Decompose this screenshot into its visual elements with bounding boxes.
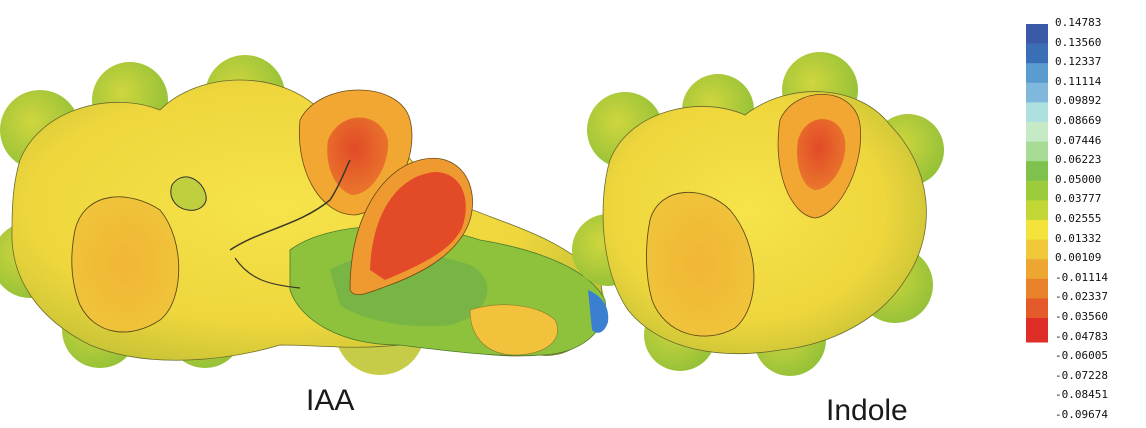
colorbar-segment xyxy=(1026,122,1048,147)
colorbar-tick-label: 0.14783 xyxy=(1055,16,1102,29)
colorbar-tick-label: 0.13560 xyxy=(1055,35,1102,49)
colorbar-tick-label: -0.03560 xyxy=(1055,310,1108,323)
colorbar-segment xyxy=(1026,318,1048,343)
colorbar-tick-label: 0.11114 xyxy=(1055,74,1102,88)
colorbar-segment xyxy=(1026,259,1048,284)
colorbar-tick-label: 0.02555 xyxy=(1055,212,1102,225)
colorbar-segment xyxy=(1026,63,1048,88)
colorbar-segment xyxy=(1026,180,1048,206)
colorbar-tick-label: 0.01332 xyxy=(1055,231,1102,245)
colorbar-tick-label: -0.07228 xyxy=(1055,368,1108,382)
iaa-label: IAA xyxy=(306,384,355,417)
colorbar-segment xyxy=(1026,43,1048,69)
indole-label: Indole xyxy=(826,394,908,427)
orange-left xyxy=(71,196,180,333)
boundary-line xyxy=(234,257,301,289)
colorbar-segment xyxy=(1026,161,1048,186)
colorbar-tick-label: 0.03777 xyxy=(1055,192,1102,206)
colorbar-tick-label: 0.00109 xyxy=(1055,251,1102,265)
colorbar-tick-label: -0.01114 xyxy=(1055,270,1108,284)
colorbar-segment xyxy=(1026,24,1048,49)
colorbar-segment xyxy=(1026,200,1048,225)
indole-potential-surface xyxy=(572,52,944,376)
red-top xyxy=(797,119,846,190)
colorbar-segment xyxy=(1026,141,1048,167)
colorbar-segment xyxy=(1026,298,1048,323)
colorbar-segment xyxy=(1026,82,1048,108)
colorbar-segment xyxy=(1026,239,1048,265)
orange-patch xyxy=(469,304,558,356)
colorbar-segment xyxy=(1026,220,1048,245)
colorbar-tick-label: -0.09674 xyxy=(1055,408,1108,421)
iaa-potential-surface xyxy=(0,55,609,375)
colorbar-tick-label: 0.08669 xyxy=(1055,114,1102,127)
boundary-line xyxy=(229,159,351,251)
colorbar-tick-label: -0.08451 xyxy=(1055,388,1108,402)
colorbar-segment xyxy=(1026,278,1048,304)
colorbar-tick-label: -0.04783 xyxy=(1055,329,1108,343)
colorbar-tick-label: -0.02337 xyxy=(1055,290,1108,304)
colorbar-tick-label: -0.06005 xyxy=(1055,349,1108,363)
small-pocket xyxy=(170,176,207,211)
colorbar xyxy=(1026,24,1048,343)
colorbar-tick-label: 0.06223 xyxy=(1055,153,1102,167)
blue-edge xyxy=(588,290,609,333)
colorbar-segment xyxy=(1026,102,1048,127)
colorbar-tick-label: 0.07446 xyxy=(1055,133,1102,147)
colorbar-tick-label: 0.09892 xyxy=(1055,94,1102,108)
colorbar-tick-label: 0.12337 xyxy=(1055,55,1102,69)
orange-left xyxy=(646,191,755,337)
colorbar-tick-label: 0.05000 xyxy=(1055,172,1102,186)
red-right xyxy=(370,172,466,280)
